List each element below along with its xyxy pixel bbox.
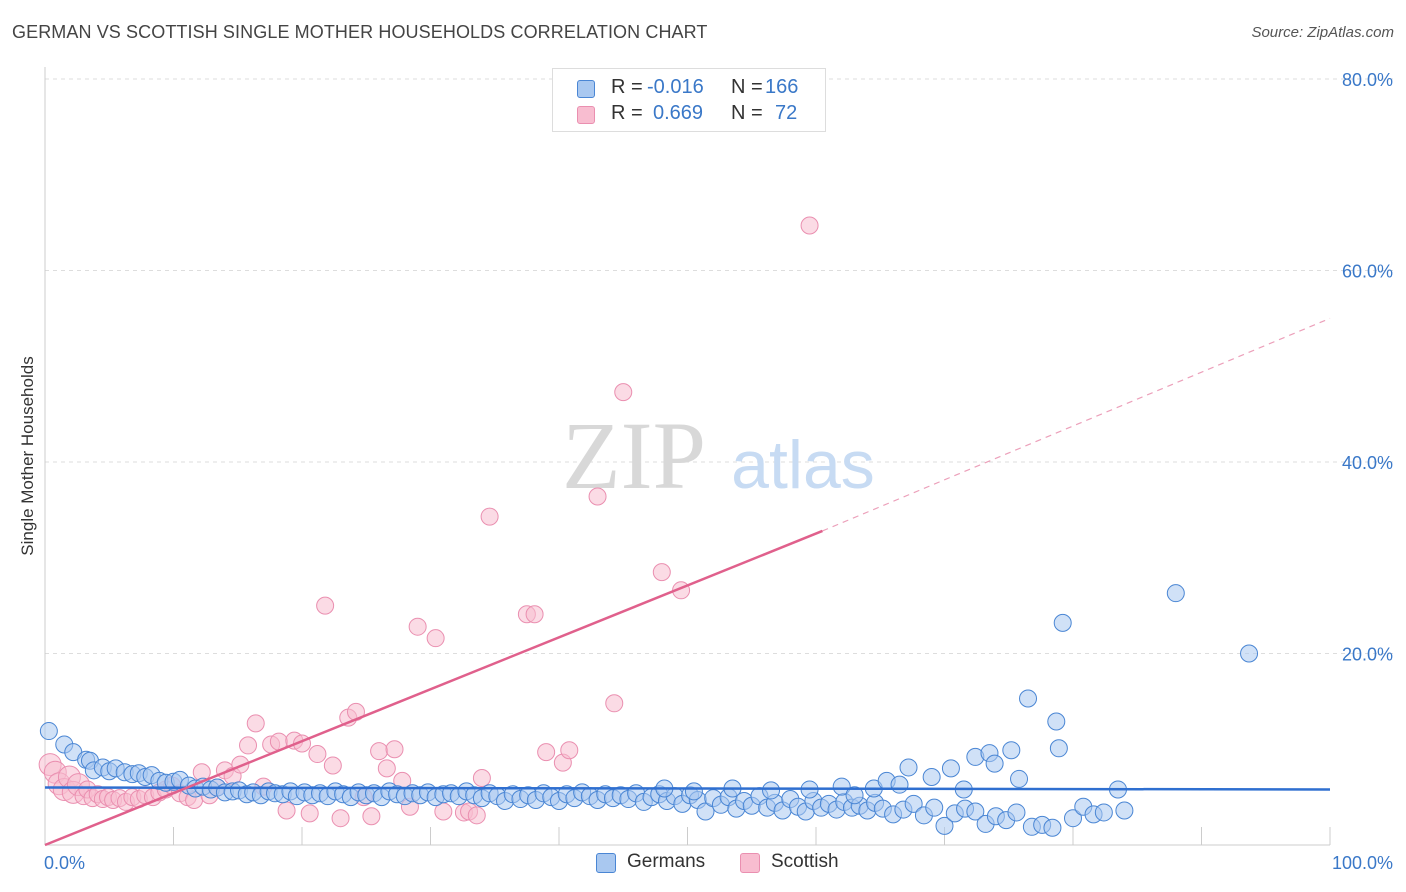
scottish-point xyxy=(472,768,491,787)
scottish-point xyxy=(800,216,819,235)
bottom-germans-swatch xyxy=(596,853,616,873)
germans-points xyxy=(39,584,1259,837)
scottish-point xyxy=(323,756,342,775)
watermark: ZIP atlas xyxy=(562,402,875,509)
germans-point xyxy=(845,786,864,805)
chart-title: GERMAN VS SCOTTISH SINGLE MOTHER HOUSEHO… xyxy=(12,22,708,42)
x-tick-label: 0.0% xyxy=(44,853,85,873)
scottish-point xyxy=(408,617,427,636)
germans-point xyxy=(39,722,58,741)
scottish-point xyxy=(277,801,296,820)
scottish-point xyxy=(588,487,607,506)
germans-point xyxy=(1094,803,1113,822)
germans-point xyxy=(904,794,923,813)
germans-point xyxy=(1007,803,1026,822)
source-label: Source: ZipAtlas.com xyxy=(1251,24,1394,41)
germans-point xyxy=(1166,584,1185,603)
germans-point xyxy=(1115,801,1134,820)
germans-r-label: R = xyxy=(611,76,643,98)
germans-point xyxy=(1240,644,1259,663)
bottom-germans-label: Germans xyxy=(627,851,706,872)
scottish-points xyxy=(38,216,819,828)
tick-labels: 20.0% 40.0% 60.0% 80.0% 0.0% 100.0% xyxy=(44,70,1393,873)
scottish-point xyxy=(467,806,486,825)
scottish-trend-line xyxy=(44,529,823,847)
scottish-n-label: N = xyxy=(731,102,763,124)
germans-point xyxy=(762,781,781,800)
scottish-point xyxy=(239,736,258,755)
germans-point xyxy=(899,758,918,777)
scottish-point xyxy=(246,714,265,733)
germans-point xyxy=(1043,818,1062,837)
scottish-point xyxy=(362,807,381,826)
scottish-point xyxy=(480,507,499,526)
germans-point xyxy=(941,759,960,778)
scottish-point xyxy=(537,743,556,762)
germans-point xyxy=(684,782,703,801)
legend-row-germans: R = -0.016 N = 166 xyxy=(553,75,825,101)
x-tick-label: 100.0% xyxy=(1332,853,1393,873)
germans-point xyxy=(1047,712,1066,731)
bottom-scottish-swatch xyxy=(740,853,760,873)
watermark-zip: ZIP xyxy=(562,402,706,509)
scottish-swatch xyxy=(577,106,595,124)
trend-lines xyxy=(44,317,1331,847)
scottish-point xyxy=(300,804,319,823)
scottish-point xyxy=(525,605,544,624)
scottish-n-value: 72 xyxy=(775,102,798,124)
germans-n-label: N = xyxy=(731,76,763,98)
grid-lines xyxy=(45,78,1395,654)
stats-legend: R = -0.016 N = 166 R = 0.669 N = 72 xyxy=(552,68,826,132)
scottish-r-label: R = xyxy=(611,102,643,124)
scottish-point xyxy=(370,742,389,761)
y-tick-label: 40.0% xyxy=(1342,453,1393,473)
germans-point xyxy=(696,802,715,821)
legend-row-scottish: R = 0.669 N = 72 xyxy=(553,101,825,127)
scottish-point xyxy=(652,563,671,582)
scottish-point xyxy=(426,629,445,648)
scottish-point xyxy=(377,759,396,778)
scottish-point xyxy=(316,596,335,615)
scottish-point xyxy=(614,383,633,402)
scottish-point xyxy=(385,740,404,759)
y-tick-label: 80.0% xyxy=(1342,70,1393,90)
axes xyxy=(44,67,1331,846)
germans-point xyxy=(1049,739,1068,758)
germans-point xyxy=(1053,613,1072,632)
germans-point xyxy=(1019,689,1038,708)
germans-point xyxy=(922,768,941,787)
germans-r-value: -0.016 xyxy=(647,76,704,98)
y-tick-label: 60.0% xyxy=(1342,262,1393,282)
scottish-point xyxy=(331,809,350,828)
watermark-atlas: atlas xyxy=(731,427,875,503)
scottish-point xyxy=(308,745,327,764)
germans-swatch xyxy=(577,80,595,98)
germans-point xyxy=(890,775,909,794)
germans-point xyxy=(1064,809,1082,828)
germans-point xyxy=(985,754,1004,773)
bottom-scottish-label: Scottish xyxy=(771,851,839,872)
germans-point xyxy=(1002,741,1021,760)
scottish-r-value: 0.669 xyxy=(653,102,704,124)
germans-point xyxy=(925,798,944,817)
germans-n-value: 166 xyxy=(765,76,799,98)
germans-point xyxy=(966,802,985,821)
scottish-point xyxy=(605,694,624,713)
germans-point xyxy=(832,777,851,796)
y-tick-label: 20.0% xyxy=(1342,645,1393,665)
germans-trend-line xyxy=(44,786,1331,791)
germans-point xyxy=(935,816,954,835)
scottish-point xyxy=(560,741,579,760)
germans-point xyxy=(1010,769,1029,788)
scottish-trend-extension xyxy=(822,317,1331,532)
